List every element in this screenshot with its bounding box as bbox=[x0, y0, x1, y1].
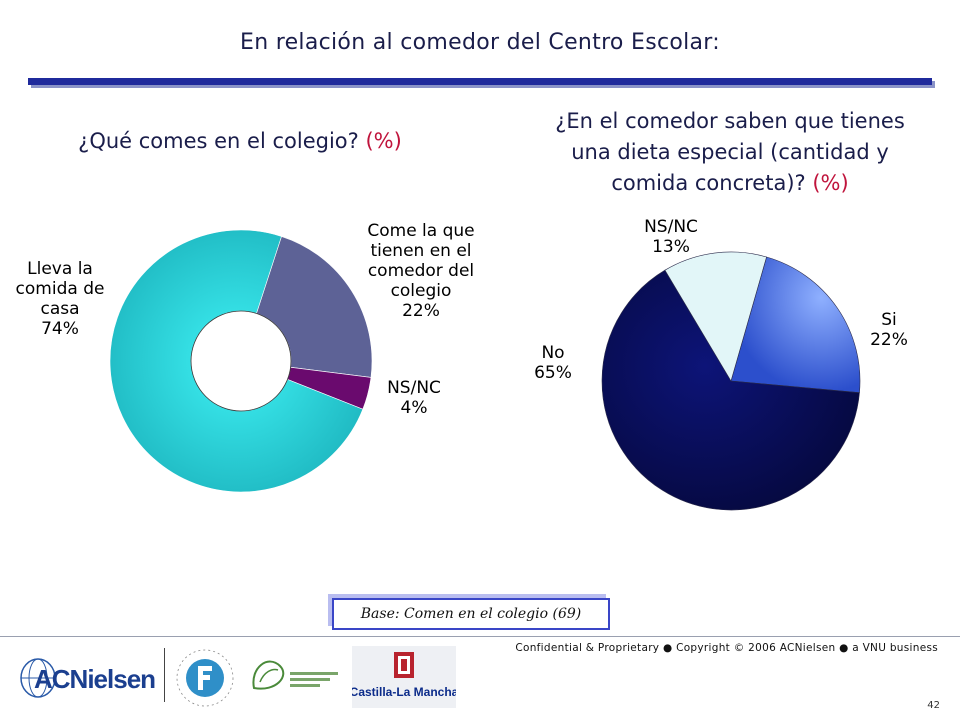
slice-come-comedor-label: colegio bbox=[391, 281, 452, 301]
page-number: 42 bbox=[927, 700, 940, 711]
svg-text:Castilla-La Mancha: Castilla-La Mancha bbox=[352, 685, 456, 699]
question-2-line2: una dieta especial (cantidad y bbox=[571, 140, 889, 164]
svg-text:ACNielsen: ACNielsen bbox=[34, 664, 155, 694]
question-2: ¿En el comedor saben que tienes una diet… bbox=[500, 106, 960, 199]
slice-come-comedor-label: comedor del bbox=[368, 261, 474, 281]
slice-lleva-casa-label: Lleva la bbox=[27, 259, 93, 279]
acnielsen-logo: ACNielsen bbox=[20, 658, 156, 698]
fundacion-clm-logo bbox=[252, 660, 338, 690]
question-1-text: ¿Qué comes en el colegio? bbox=[78, 129, 366, 153]
title-underline bbox=[28, 78, 932, 85]
base-note: Base: Comen en el colegio (69) bbox=[332, 598, 610, 630]
slice-come-comedor-label: tienen en el bbox=[370, 241, 471, 261]
slide-title: En relación al comedor del Centro Escola… bbox=[240, 30, 720, 55]
donut-hole bbox=[190, 310, 292, 412]
question-1-unit: (%) bbox=[365, 129, 402, 153]
slice-si-pct: 22% bbox=[870, 330, 908, 350]
slice-come-comedor-label: Come la que bbox=[367, 221, 474, 241]
slice-no bbox=[601, 269, 860, 511]
slice-si-label: Si bbox=[881, 310, 897, 330]
slice-lleva-casa-label: casa bbox=[40, 299, 79, 319]
castilla-la-mancha-logo: Castilla-La Mancha bbox=[352, 646, 456, 708]
slice-nsnc-pct: 13% bbox=[652, 237, 690, 257]
slice-come-comedor-pct: 22% bbox=[402, 301, 440, 321]
slice-si bbox=[730, 256, 861, 394]
fundacion-diabetes-logo bbox=[176, 649, 234, 707]
footer-divider bbox=[0, 636, 960, 637]
slice-nsnc bbox=[664, 251, 767, 382]
logo-separator bbox=[164, 648, 165, 702]
slice-nsnc-label: NS/NC bbox=[644, 217, 698, 237]
question-2-line1: ¿En el comedor saben que tienes bbox=[555, 109, 905, 133]
slice-lleva-casa-label: comida de bbox=[16, 279, 105, 299]
question-2-unit: (%) bbox=[812, 171, 849, 195]
slice-no-label: No bbox=[541, 343, 564, 363]
slice-lleva-casa-pct: 74% bbox=[41, 319, 79, 339]
question-1: ¿Qué comes en el colegio? (%) bbox=[30, 126, 450, 157]
question-2-line3: comida concreta)? bbox=[611, 171, 813, 195]
slice-nsnc-pct: 4% bbox=[401, 398, 428, 418]
confidential-notice: Confidential & Proprietary ● Copyright ©… bbox=[515, 642, 938, 654]
slice-no-pct: 65% bbox=[534, 363, 572, 383]
slice-nsnc-label: NS/NC bbox=[387, 378, 441, 398]
